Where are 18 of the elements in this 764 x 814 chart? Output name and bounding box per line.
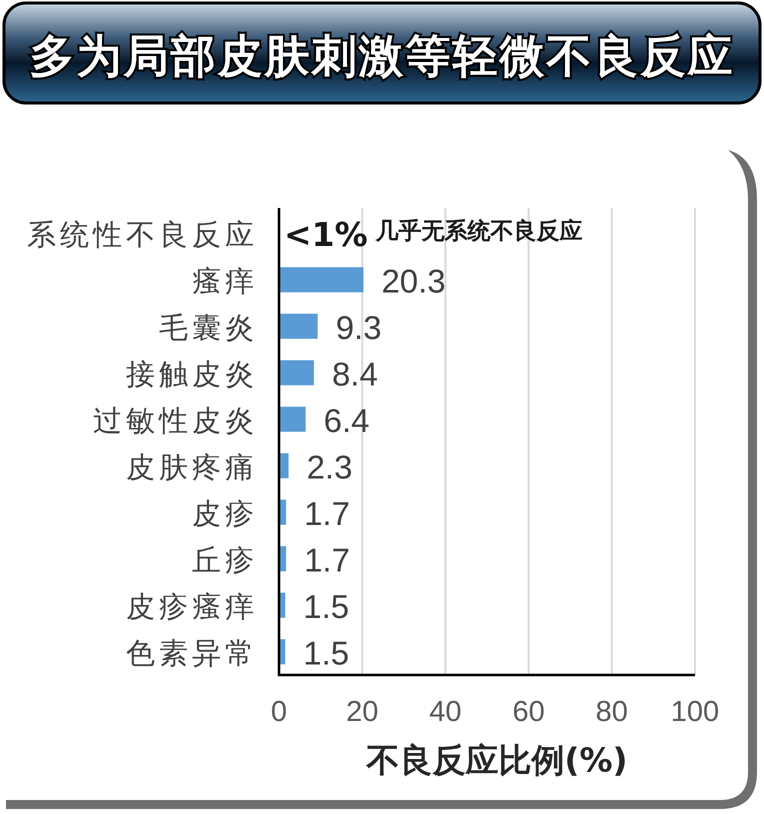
x-tick-label: 0 bbox=[270, 696, 288, 728]
y-tick-label: 皮疹瘙痒 bbox=[126, 589, 258, 624]
y-tick-label: 瘙痒 bbox=[192, 264, 258, 298]
x-tick-label: 40 bbox=[429, 696, 462, 728]
x-tick-label: 100 bbox=[670, 696, 720, 728]
annotation: 几乎无系统不良反应 bbox=[376, 218, 583, 244]
y-tick-label: 皮疹 bbox=[192, 496, 258, 530]
y-tick-label: 丘疹 bbox=[192, 542, 258, 577]
x-tick-label: 60 bbox=[512, 696, 545, 728]
title: 多为局部皮肤刺激等轻微不良反应 bbox=[30, 30, 734, 82]
y-tick-label: 过敏性皮炎 bbox=[93, 403, 258, 438]
y-tick-label: 系统性不良反应 bbox=[27, 217, 258, 252]
x-tick-label: 20 bbox=[346, 696, 378, 728]
y-tick-label: 接触皮炎 bbox=[126, 356, 258, 391]
x-tick-label: 80 bbox=[596, 696, 628, 728]
y-tick-label: 皮肤疼痛 bbox=[126, 450, 258, 484]
y-tick-label: 色素异常 bbox=[126, 636, 258, 670]
y-tick-label: 毛囊炎 bbox=[159, 310, 258, 344]
